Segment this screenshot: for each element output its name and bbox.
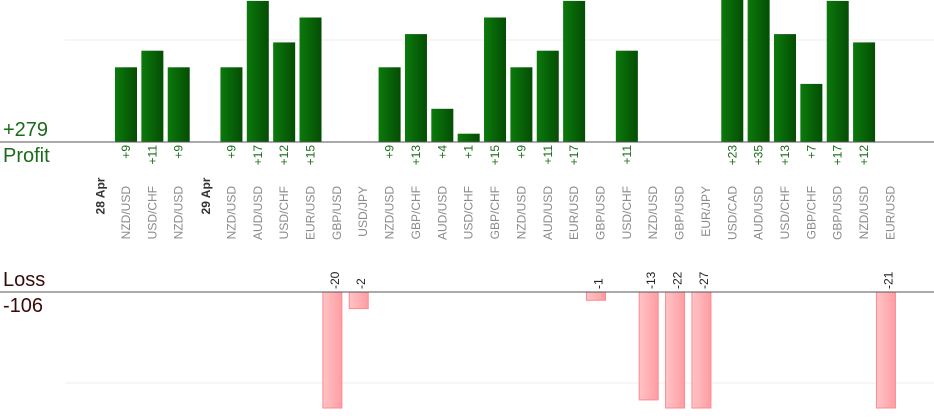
profit-value-label: +17	[567, 145, 581, 166]
pair-label: GBP/USD	[593, 186, 607, 240]
pair-label: NZD/USD	[514, 186, 528, 240]
pair-label: USD/CHF	[277, 186, 291, 239]
pair-label: GBP/CHF	[488, 186, 502, 239]
pair-label: NZD/USD	[857, 186, 871, 240]
loss-bar	[665, 291, 686, 409]
loss-value-label: -13	[644, 271, 658, 289]
profit-bar	[484, 17, 507, 142]
pair-label: GBP/CHF	[409, 186, 423, 239]
pair-label: NZD/USD	[119, 186, 133, 240]
pair-label: NZD/USD	[646, 186, 660, 240]
profit-bar	[563, 0, 586, 143]
profit-bar	[536, 50, 559, 143]
pair-label: NZD/USD	[172, 186, 186, 240]
pair-label: USD/CHF	[145, 186, 159, 239]
loss-value-label: -2	[354, 278, 368, 289]
pair-label: GBP/USD	[330, 186, 344, 240]
loss-value-label: -22	[671, 271, 685, 289]
profit-value-label: +13	[778, 145, 792, 166]
profit-bar	[115, 67, 137, 142]
pair-label: USD/CHF	[778, 186, 792, 239]
profit-bar	[220, 67, 243, 142]
total-profit-value: +279	[3, 119, 49, 141]
pair-label: GBP/USD	[831, 186, 845, 240]
profit-value-label: +4	[435, 145, 449, 159]
pair-label: USD/CAD	[725, 186, 739, 240]
profit-bar	[510, 67, 533, 142]
pair-label: EUR/USD	[304, 186, 318, 240]
date-label: 28 Apr	[94, 177, 108, 214]
profit-value-label: +12	[857, 145, 871, 166]
profit-value-label: +15	[304, 145, 318, 166]
profit-label: Profit	[3, 145, 50, 167]
profit-value-label: +15	[488, 145, 502, 166]
pair-label: NZD/USD	[224, 186, 238, 240]
profit-bar	[615, 50, 638, 143]
pair-label: EUR/JPY	[699, 186, 713, 237]
labels-layer: 28 Apr +9 NZD/USD +11 USD/CHF +9 NZD/USD 29 Apr…	[94, 145, 898, 289]
profit-value-label: +9	[224, 145, 238, 159]
pair-label: AUD/USD	[752, 186, 766, 240]
profit-value-label: +12	[277, 145, 291, 166]
pair-label: NZD/USD	[383, 186, 397, 240]
profit-bar	[431, 108, 454, 142]
loss-bar	[638, 291, 659, 401]
loss-bar	[348, 291, 369, 310]
profit-value-label: +17	[831, 145, 845, 166]
date-label: 29 Apr	[199, 177, 213, 214]
pair-label: AUD/USD	[435, 186, 449, 240]
loss-value-label: -1	[591, 278, 605, 289]
profit-bar	[800, 83, 823, 142]
profit-value-label: +9	[383, 145, 397, 159]
loss-label: Loss	[3, 269, 46, 291]
profit-value-label: +9	[119, 145, 133, 159]
profit-bar	[273, 42, 296, 142]
profit-bar	[167, 67, 190, 142]
pair-label: USD/CHF	[462, 186, 476, 239]
profit-bar	[826, 0, 849, 143]
profit-bar	[299, 17, 322, 142]
profit-value-label: +13	[409, 145, 423, 166]
profit-bar	[747, 0, 770, 142]
loss-bar	[875, 291, 896, 409]
loss-value-label: -21	[881, 271, 895, 289]
loss-value-label: -27	[697, 271, 711, 289]
profit-value-label: +1	[462, 145, 476, 159]
loss-value-label: -20	[328, 271, 342, 289]
profit-value-label: +9	[172, 145, 186, 159]
profit-value-label: +17	[251, 145, 265, 166]
pair-label: AUD/USD	[251, 186, 265, 240]
profit-bar	[246, 0, 269, 143]
profit-value-label: +7	[804, 145, 818, 159]
profit-value-label: +9	[514, 145, 528, 159]
pair-label: GBP/CHF	[804, 186, 818, 239]
profit-bar	[774, 34, 796, 142]
pair-label: EUR/USD	[567, 186, 581, 240]
pair-label: EUR/USD	[883, 186, 897, 240]
profit-bar	[853, 42, 876, 142]
pair-label: USD/CHF	[620, 186, 634, 239]
profit-bar	[721, 0, 744, 142]
profit-value-label: +11	[541, 145, 555, 165]
total-loss-value: -106	[3, 295, 44, 317]
profit-value-label: +11	[145, 145, 159, 165]
loss-bar	[322, 291, 343, 409]
pair-label: USD/JPY	[356, 186, 370, 237]
profit-value-label: +23	[725, 145, 739, 166]
bars-layer	[115, 0, 896, 409]
loss-bar	[691, 291, 712, 409]
profit-value-label: +11	[620, 145, 634, 165]
profit-bar	[378, 67, 401, 142]
pair-label: AUD/USD	[541, 186, 555, 240]
profit-bar	[457, 133, 480, 142]
pair-label: GBP/USD	[673, 186, 687, 240]
profit-value-label: +35	[752, 145, 766, 166]
loss-bar	[585, 291, 606, 301]
profit-bar	[404, 34, 427, 142]
profit-bar	[141, 50, 164, 143]
